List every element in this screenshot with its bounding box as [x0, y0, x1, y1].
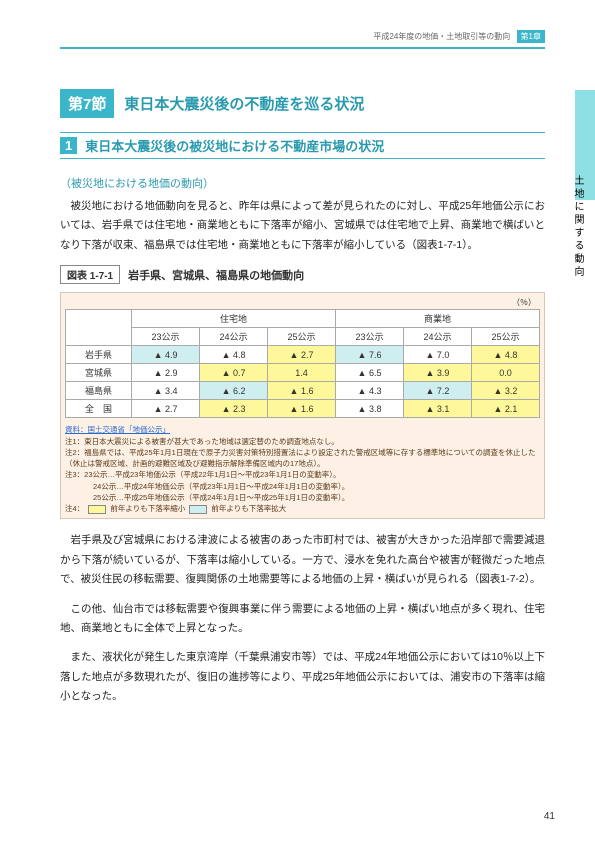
cell-0-4: ▲ 7.0: [403, 346, 471, 364]
subcol-1: 24公示: [200, 328, 268, 346]
table-row: 宮城県▲ 2.9▲ 0.71.4▲ 6.5▲ 3.90.0: [66, 364, 540, 382]
note-1: 注1：東日本大震災による被害が甚大であった地域は選定替のため調査地点なし。: [65, 436, 540, 447]
body-paragraph-4: また、液状化が発生した東京湾岸（千葉県浦安市等）では、平成24年地価公示において…: [60, 648, 545, 706]
note-3a: 注3：23公示…平成23年地価公示（平成22年1月1日～平成23年1月1日の変動…: [65, 469, 540, 480]
subsection-number: 1: [60, 137, 77, 154]
body-paragraph-1: 被災地における地価動向を見ると、昨年は県によって差が見られたのに対し、平成25年…: [60, 197, 545, 255]
cell-2-2: ▲ 1.6: [268, 382, 336, 400]
running-header: 平成24年度の地価・土地取引等の動向 第1章: [60, 30, 545, 43]
cell-2-5: ▲ 3.2: [471, 382, 539, 400]
col-group-1: 住宅地: [132, 310, 336, 328]
cell-3-0: ▲ 2.7: [132, 400, 200, 418]
cell-2-1: ▲ 6.2: [200, 382, 268, 400]
cell-1-1: ▲ 0.7: [200, 364, 268, 382]
table-row: 福島県▲ 3.4▲ 6.2▲ 1.6▲ 4.3▲ 7.2▲ 3.2: [66, 382, 540, 400]
cell-3-5: ▲ 2.1: [471, 400, 539, 418]
cell-3-3: ▲ 3.8: [336, 400, 404, 418]
body-paragraph-2: 岩手県及び宮城県における津波による被害のあった市町村では、被害が大きかった沿岸部…: [60, 531, 545, 589]
table-row: 全 国▲ 2.7▲ 2.3▲ 1.6▲ 3.8▲ 3.1▲ 2.1: [66, 400, 540, 418]
subsection-heading: 1 東日本大震災後の被災地における不動産市場の状況: [60, 132, 545, 159]
note-2: 注2：福島県では、平成25年1月1日現在で原子力災害対策特別措置法により設定され…: [65, 447, 540, 470]
header-rule: [60, 47, 545, 49]
col-group-2: 商業地: [336, 310, 540, 328]
legend-yellow-icon: [88, 505, 106, 514]
body-paragraph-3: この他、仙台市では移転需要や復興事業に伴う需要による地価の上昇・横ばい地点が多く…: [60, 600, 545, 639]
row-head-1: 宮城県: [66, 364, 132, 382]
row-head-0: 岩手県: [66, 346, 132, 364]
note-4: 注4： 前年よりも下落率縮小 前年よりも下落率拡大: [65, 503, 540, 514]
cell-1-5: 0.0: [471, 364, 539, 382]
cell-1-0: ▲ 2.9: [132, 364, 200, 382]
side-label: 土地に関する動向: [570, 175, 585, 279]
cell-0-5: ▲ 4.8: [471, 346, 539, 364]
paragraph-heading: （被災地における地価の動向）: [60, 175, 545, 191]
subcol-4: 24公示: [403, 328, 471, 346]
cell-1-4: ▲ 3.9: [403, 364, 471, 382]
section-title: 東日本大震災後の不動産を巡る状況: [114, 89, 374, 118]
cell-3-2: ▲ 1.6: [268, 400, 336, 418]
cell-0-3: ▲ 7.6: [336, 346, 404, 364]
cell-0-1: ▲ 4.8: [200, 346, 268, 364]
subcol-2: 25公示: [268, 328, 336, 346]
cell-1-2: 1.4: [268, 364, 336, 382]
cell-2-0: ▲ 3.4: [132, 382, 200, 400]
section-heading: 第7節 東日本大震災後の不動産を巡る状況: [60, 89, 545, 118]
cell-2-4: ▲ 7.2: [403, 382, 471, 400]
cell-3-4: ▲ 3.1: [403, 400, 471, 418]
figure-table-1-7-1: 図表 1-7-1 岩手県、宮城県、福島県の地価動向 （％） 住宅地 商業地 23…: [60, 265, 545, 519]
cell-0-0: ▲ 4.9: [132, 346, 200, 364]
table-tag: 図表 1-7-1: [60, 265, 120, 284]
note-3c: 25公示…平成25年地価公示（平成24年1月1日～平成25年1月1日の変動率）。: [65, 492, 540, 503]
cell-2-3: ▲ 4.3: [336, 382, 404, 400]
row-head-3: 全 国: [66, 400, 132, 418]
table-row: 岩手県▲ 4.9▲ 4.8▲ 2.7▲ 7.6▲ 7.0▲ 4.8: [66, 346, 540, 364]
subcol-5: 25公示: [471, 328, 539, 346]
table-notes: 資料：国土交通省「地価公示」 注1：東日本大震災による被害が甚大であった地域は選…: [65, 424, 540, 514]
cell-3-1: ▲ 2.3: [200, 400, 268, 418]
page-number: 41: [544, 811, 555, 822]
subcol-0: 23公示: [132, 328, 200, 346]
row-head-2: 福島県: [66, 382, 132, 400]
subsection-title: 東日本大震災後の被災地における不動産市場の状況: [85, 136, 384, 155]
cell-0-2: ▲ 2.7: [268, 346, 336, 364]
header-breadcrumb: 平成24年度の地価・土地取引等の動向: [373, 32, 510, 41]
header-chapter: 第1章: [517, 30, 545, 43]
section-number: 第7節: [60, 89, 114, 118]
table-unit: （％）: [65, 297, 540, 308]
note-3b: 24公示…平成24年地価公示（平成23年1月1日～平成24年1月1日の変動率）。: [65, 481, 540, 492]
source-link[interactable]: 資料：国土交通省「地価公示」: [65, 425, 170, 434]
cell-1-3: ▲ 6.5: [336, 364, 404, 382]
data-table: 住宅地 商業地 23公示24公示25公示23公示24公示25公示 岩手県▲ 4.…: [65, 309, 540, 418]
subcol-3: 23公示: [336, 328, 404, 346]
legend-blue-icon: [189, 505, 207, 514]
table-caption: 岩手県、宮城県、福島県の地価動向: [128, 267, 304, 283]
